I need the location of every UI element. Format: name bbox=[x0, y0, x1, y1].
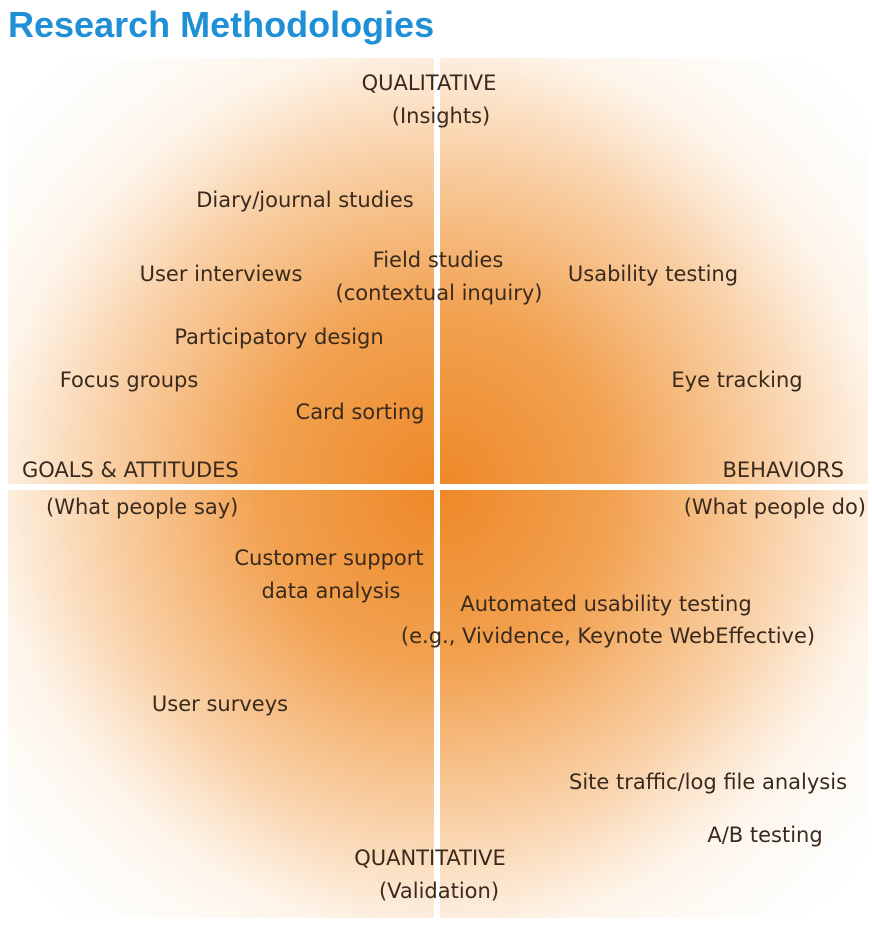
axis-left-label: GOALS & ATTITUDES bbox=[22, 458, 239, 482]
axis-right-label: BEHAVIORS bbox=[722, 458, 845, 482]
method-diary-studies: Diary/journal studies bbox=[196, 188, 414, 212]
method-field-studies-note: (contextual inquiry) bbox=[335, 281, 543, 305]
method-field-studies: Field studies bbox=[372, 248, 504, 272]
horizontal-axis-line bbox=[8, 484, 868, 490]
method-customer-support: Customer support bbox=[234, 546, 424, 570]
method-usability-testing: Usability testing bbox=[567, 262, 739, 286]
axis-bottom-label: QUANTITATIVE bbox=[354, 846, 506, 870]
method-automated-usability-examples: (e.g., Vividence, Keynote WebEffective) bbox=[400, 624, 816, 648]
axis-right-sublabel: (What people do) bbox=[683, 495, 866, 519]
method-ab-testing: A/B testing bbox=[707, 823, 823, 847]
page-title: Research Methodologies bbox=[8, 4, 435, 45]
axis-bottom-sublabel: (Validation) bbox=[378, 879, 500, 903]
axis-top-label: QUALITATIVE bbox=[361, 71, 497, 95]
method-user-interviews: User interviews bbox=[139, 262, 303, 286]
method-user-surveys: User surveys bbox=[151, 692, 289, 716]
methodology-quadrant-diagram: QUALITATIVE (Insights) GOALS & ATTITUDES… bbox=[8, 58, 868, 918]
method-customer-support-line2: data analysis bbox=[261, 579, 401, 603]
method-participatory-design: Participatory design bbox=[174, 325, 384, 349]
method-automated-usability-testing: Automated usability testing bbox=[460, 592, 752, 616]
method-eye-tracking: Eye tracking bbox=[671, 368, 803, 392]
method-focus-groups: Focus groups bbox=[59, 368, 199, 392]
axis-top-sublabel: (Insights) bbox=[391, 104, 491, 128]
method-card-sorting: Card sorting bbox=[295, 400, 425, 424]
axis-left-sublabel: (What people say) bbox=[46, 495, 239, 519]
method-site-traffic-analysis: Site traffic/log file analysis bbox=[568, 770, 848, 794]
